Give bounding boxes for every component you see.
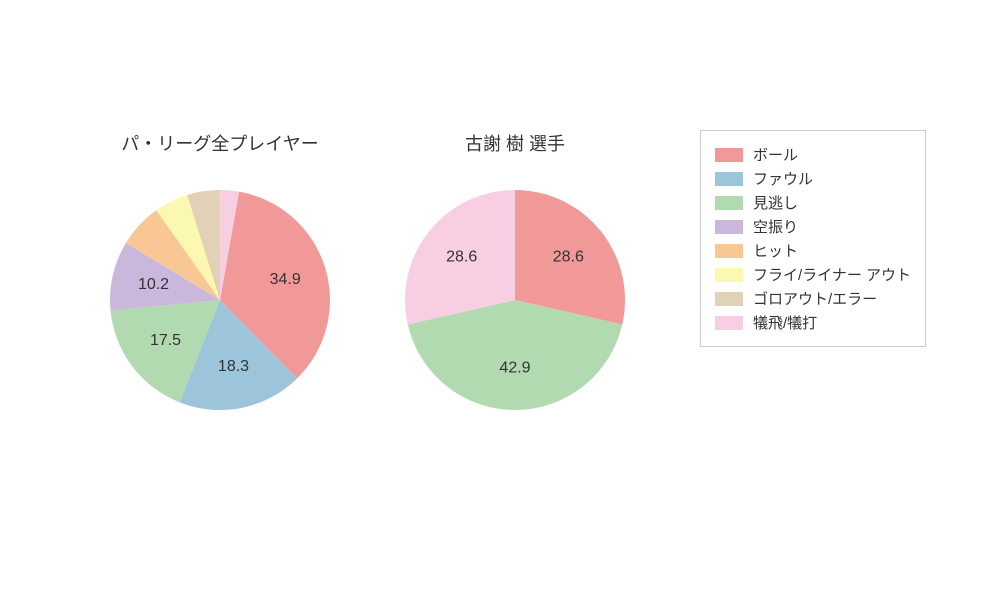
pie-label-player-ball: 28.6 — [553, 249, 584, 266]
legend-label-ball: ボール — [753, 144, 798, 165]
pie-label-player-sac: 28.6 — [446, 249, 477, 266]
pie-label-league-foul: 18.3 — [218, 358, 249, 375]
legend-label-swing_miss: 空振り — [753, 216, 798, 237]
legend-label-ground_out: ゴロアウト/エラー — [753, 288, 877, 309]
legend-item-foul: ファウル — [715, 168, 911, 189]
pie-label-league-look: 17.5 — [150, 332, 181, 349]
legend: ボールファウル見逃し空振りヒットフライ/ライナー アウトゴロアウト/エラー犠飛/… — [700, 130, 926, 347]
chart-container: パ・リーグ全プレイヤー 古謝 樹 選手 34.9 18.3 17.5 10.2 28.… — [0, 0, 1000, 600]
legend-swatch-ground_out — [715, 292, 743, 306]
pie-title-league: パ・リーグ全プレイヤー — [100, 130, 340, 156]
legend-item-hit: ヒット — [715, 240, 911, 261]
legend-label-fly_out: フライ/ライナー アウト — [753, 264, 911, 285]
legend-swatch-ball — [715, 148, 743, 162]
legend-item-fly_out: フライ/ライナー アウト — [715, 264, 911, 285]
pie-title-player: 古謝 樹 選手 — [395, 130, 635, 156]
legend-label-look: 見逃し — [753, 192, 798, 213]
legend-swatch-sac — [715, 316, 743, 330]
legend-item-sac: 犠飛/犠打 — [715, 312, 911, 333]
pie-chart-league: 34.9 18.3 17.5 10.2 — [100, 180, 340, 420]
legend-item-look: 見逃し — [715, 192, 911, 213]
pie-label-player-look: 42.9 — [499, 359, 530, 376]
pie-chart-player: 28.6 42.9 28.6 — [395, 180, 635, 420]
legend-label-sac: 犠飛/犠打 — [753, 312, 817, 333]
pie-label-league-swing_miss: 10.2 — [138, 276, 169, 293]
pie-label-league-ball: 34.9 — [270, 271, 301, 288]
legend-swatch-foul — [715, 172, 743, 186]
legend-item-ground_out: ゴロアウト/エラー — [715, 288, 911, 309]
legend-swatch-look — [715, 196, 743, 210]
legend-label-foul: ファウル — [753, 168, 813, 189]
legend-swatch-swing_miss — [715, 220, 743, 234]
legend-swatch-fly_out — [715, 268, 743, 282]
legend-item-ball: ボール — [715, 144, 911, 165]
legend-item-swing_miss: 空振り — [715, 216, 911, 237]
legend-label-hit: ヒット — [753, 240, 798, 261]
legend-swatch-hit — [715, 244, 743, 258]
